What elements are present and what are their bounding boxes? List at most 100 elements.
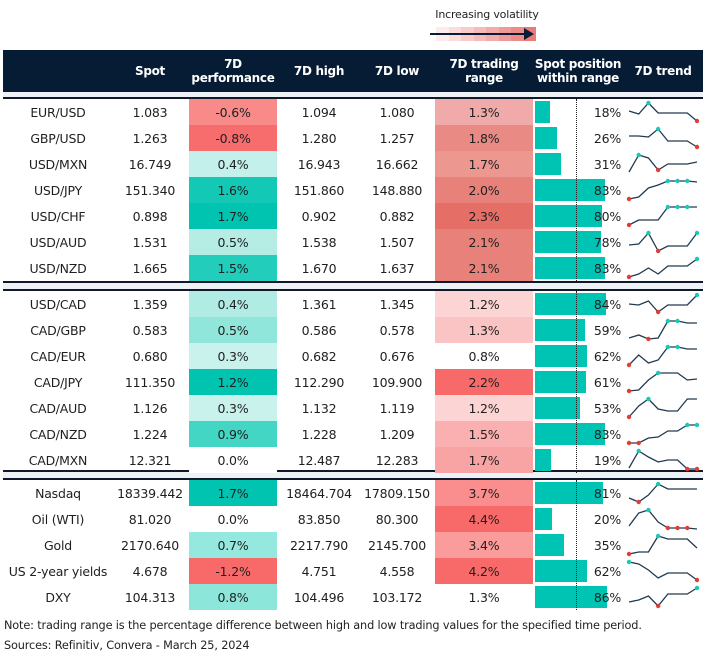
position-label: 53% <box>593 400 621 416</box>
sparkline-low-marker <box>626 222 632 228</box>
sparkline-high-marker <box>665 318 671 324</box>
group-spacer <box>3 283 703 289</box>
low-value: 0.882 <box>379 208 415 224</box>
sparkline-svg <box>628 230 700 254</box>
table-row: USD/MXN 16.749 0.4% 16.943 16.662 1.7% 31% <box>3 151 703 177</box>
sparkline-path <box>628 180 698 200</box>
high-value: 1.132 <box>301 400 337 416</box>
instrument-name: CAD/MXN <box>28 452 88 468</box>
sparkline-path <box>628 483 697 503</box>
position-bar <box>535 319 585 341</box>
trend-sparkline <box>623 255 703 281</box>
low-value: 0.578 <box>379 322 415 338</box>
range-value: 3.7% <box>435 480 533 506</box>
instrument-name: Nasdaq <box>35 485 81 501</box>
position-bar <box>535 534 565 556</box>
volatility-legend: Increasing volatility <box>430 8 542 41</box>
range-value: 4.4% <box>435 506 533 532</box>
low-value: 12.283 <box>375 452 419 468</box>
low-value: 1.507 <box>379 234 415 250</box>
sparkline-low-marker <box>626 551 632 557</box>
instrument-name: Oil (WTI) <box>31 511 85 527</box>
position-bar <box>535 101 551 123</box>
sparkline-svg <box>628 507 698 531</box>
range-midpoint-line <box>576 480 577 610</box>
range-value: 2.0% <box>435 177 533 203</box>
position-bar <box>535 231 601 253</box>
spot-value: 151.340 <box>124 182 176 198</box>
trend-sparkline <box>623 317 703 343</box>
sparkline-path <box>628 102 698 122</box>
group-divider <box>3 478 703 480</box>
sparkline-low-marker <box>694 577 700 583</box>
sparkline-low-marker <box>626 388 632 394</box>
sparkline-low-marker <box>694 466 700 472</box>
sparkline-high-marker <box>655 481 661 487</box>
range-value: 1.7% <box>435 447 533 473</box>
header-7d-performance: 7D performance <box>189 50 277 92</box>
low-value: 103.172 <box>371 589 423 605</box>
instrument-name: CAD/GBP <box>30 322 86 338</box>
high-value: 4.751 <box>301 563 337 579</box>
performance-value: 0.7% <box>189 532 277 558</box>
header-7d-trend: 7D trend <box>634 64 692 78</box>
instrument-name: Gold <box>44 537 72 553</box>
high-value: 0.586 <box>301 322 337 338</box>
position-bar <box>535 293 606 315</box>
sparkline-path <box>628 320 697 340</box>
sparkline-svg <box>626 204 697 228</box>
trend-sparkline <box>623 506 703 532</box>
table-row: CAD/GBP 0.583 0.5% 0.586 0.578 1.3% 59% <box>3 317 703 343</box>
position-bar-cell <box>535 447 619 473</box>
sparkline-low-marker <box>685 525 690 531</box>
low-value: 4.558 <box>379 563 415 579</box>
high-value: 83.850 <box>297 511 341 527</box>
spot-value: 1.126 <box>132 400 168 416</box>
trend-sparkline <box>623 203 703 229</box>
instrument-name: USD/AUD <box>29 234 87 250</box>
sparkline-high-marker <box>675 204 680 210</box>
range-value: 1.5% <box>435 421 533 447</box>
position-bar-cell <box>535 506 619 532</box>
trend-sparkline <box>623 229 703 255</box>
position-bar <box>535 397 580 419</box>
spot-value: 0.898 <box>132 208 168 224</box>
position-label: 83% <box>593 426 621 442</box>
spot-value: 81.020 <box>128 511 172 527</box>
sparkline-high-marker <box>626 559 632 565</box>
performance-value: 1.5% <box>189 255 277 281</box>
sparkline-low-marker <box>655 167 661 173</box>
position-bar-cell <box>535 584 619 610</box>
sparkline-path <box>628 561 698 581</box>
spot-value: 12.321 <box>128 452 172 468</box>
sparkline-high-marker <box>675 344 680 350</box>
table-header: Spot 7D performance 7D high 7D low 7D tra… <box>3 50 703 92</box>
sparkline-high-marker <box>646 396 651 402</box>
high-value: 151.860 <box>293 182 345 198</box>
sparkline-path <box>628 450 697 470</box>
table-row: USD/AUD 1.531 0.5% 1.538 1.507 2.1% 78% <box>3 229 703 255</box>
range-value: 0.8% <box>435 343 533 369</box>
sparkline-low-marker <box>636 499 641 505</box>
sparkline-high-marker <box>646 507 651 513</box>
sparkline-low-marker <box>626 274 632 280</box>
spot-value: 0.680 <box>132 348 168 364</box>
range-value: 1.3% <box>435 99 533 125</box>
performance-value: -0.8% <box>189 125 277 151</box>
sparkline-svg <box>629 126 700 150</box>
sparkline-low-marker <box>626 440 632 446</box>
sparkline-svg <box>628 292 700 315</box>
table-row: Oil (WTI) 81.020 0.0% 83.850 80.300 4.4% 20% <box>3 506 703 532</box>
position-bar-cell <box>535 532 619 558</box>
sparkline-svg <box>626 533 698 557</box>
sparkline-path <box>628 587 698 607</box>
sparkline-svg <box>628 448 700 472</box>
sparkline-low-marker <box>626 414 632 420</box>
legend-title: Increasing volatility <box>435 8 539 21</box>
low-value: 16.662 <box>375 156 419 172</box>
performance-value: 0.3% <box>189 343 277 369</box>
performance-value: 1.2% <box>189 369 277 395</box>
position-bar-cell <box>535 343 619 369</box>
low-value: 1.119 <box>379 400 415 416</box>
range-value: 1.7% <box>435 151 533 177</box>
